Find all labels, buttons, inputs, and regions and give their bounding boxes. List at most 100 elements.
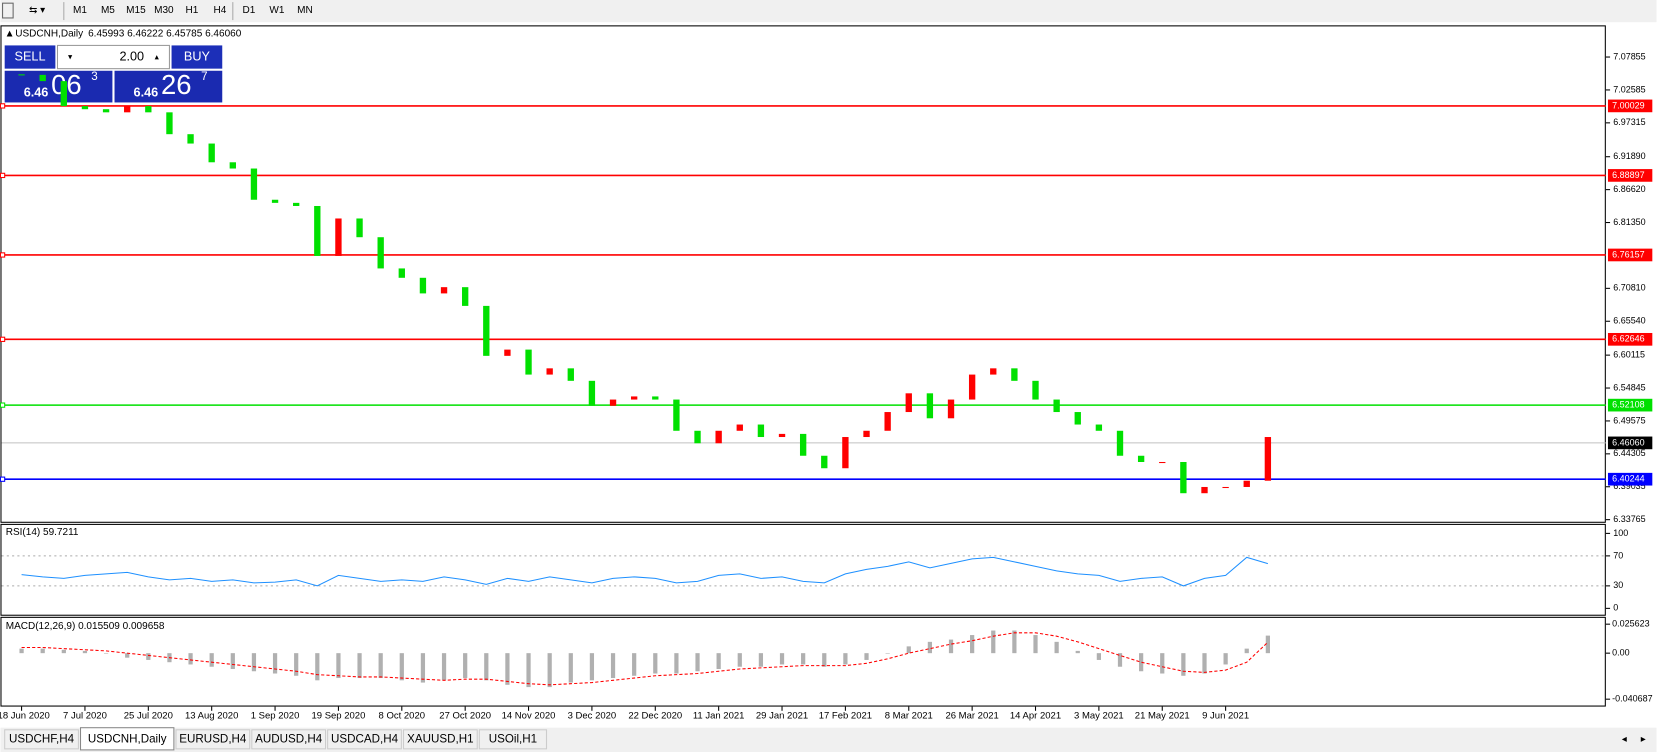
tool-icon[interactable]: ⇆ ▾: [29, 5, 45, 16]
macd-bar: [1139, 653, 1144, 672]
tab-label[interactable]: USOil,H1: [489, 732, 537, 745]
macd-bar: [40, 648, 45, 654]
tab[interactable]: [251, 729, 327, 750]
sell-label[interactable]: SELL: [15, 49, 46, 63]
ask-sup: 7: [201, 70, 207, 83]
tab[interactable]: [175, 729, 251, 750]
macd-bar: [420, 653, 426, 683]
macd-bar: [864, 653, 869, 660]
candle: [968, 374, 976, 400]
lot-input[interactable]: [56, 44, 170, 70]
level-marker: [0, 336, 6, 342]
tab-label[interactable]: USDCAD,H4: [331, 732, 399, 745]
macd-bar: [61, 649, 66, 654]
x-tick-label: 17 Feb 2021: [819, 711, 872, 722]
lot-value[interactable]: 2.00: [119, 49, 144, 63]
current-price-box: [1607, 436, 1653, 450]
sell-button[interactable]: [4, 45, 56, 69]
ask-big: 26: [161, 69, 192, 100]
timeframe-button[interactable]: H1: [185, 5, 198, 16]
macd-bar: [1160, 653, 1165, 674]
tab-label[interactable]: USDCHF,H4: [9, 732, 75, 745]
macd-bar: [209, 653, 214, 667]
candle: [81, 106, 89, 110]
timeframe-button[interactable]: M5: [101, 5, 115, 16]
tab-label[interactable]: AUDUSD,H4: [255, 732, 323, 745]
candle: [1053, 399, 1060, 413]
buy-button[interactable]: [171, 45, 223, 69]
candle: [736, 424, 743, 431]
level-label-box: [1607, 472, 1653, 486]
buy-label[interactable]: BUY: [184, 49, 211, 63]
lot-up[interactable]: ▴: [155, 51, 159, 61]
x-tick-label: 3 May 2021: [1074, 711, 1124, 722]
candle: [356, 218, 363, 238]
chart-quote: 6.45993 6.46222 6.45785 6.46060: [88, 28, 242, 39]
ask-box[interactable]: [114, 70, 223, 103]
timeframe-button[interactable]: M15: [126, 5, 146, 16]
y-tick-label: 6.86620: [1613, 184, 1645, 194]
candle: [504, 349, 511, 356]
macd-bar: [399, 653, 404, 681]
candle: [588, 380, 596, 406]
scroll-left[interactable]: ◂: [1622, 734, 1627, 745]
tab[interactable]: [327, 729, 402, 750]
timeframe-button[interactable]: M30: [154, 5, 174, 16]
timeframe-button[interactable]: M1: [73, 5, 87, 16]
bid-box[interactable]: [4, 70, 113, 103]
candle: [145, 106, 152, 113]
candle: [462, 287, 469, 306]
candle: [1201, 486, 1208, 494]
candle: [1032, 380, 1039, 400]
candle: [525, 349, 532, 375]
macd-bar: [843, 653, 848, 665]
tab[interactable]: [79, 727, 175, 751]
x-tick-label: 13 Aug 2020: [185, 711, 238, 722]
tab[interactable]: [402, 729, 478, 750]
candle: [567, 368, 574, 381]
x-tick-label: 29 Jan 2021: [756, 711, 808, 722]
tab-label[interactable]: EURUSD,H4: [179, 732, 247, 745]
tab[interactable]: [478, 729, 548, 750]
candle: [102, 109, 110, 113]
macd-frame: [0, 616, 1606, 707]
candle: [863, 430, 870, 438]
candle: [483, 305, 490, 356]
lot-down[interactable]: ▾: [68, 51, 72, 61]
candle: [630, 396, 638, 400]
main-frame: [0, 25, 1606, 523]
candle: [293, 202, 300, 206]
tool-icon[interactable]: [2, 2, 14, 19]
candle: [609, 399, 617, 406]
macd-bar: [1223, 653, 1228, 665]
timeframe-button[interactable]: H4: [213, 5, 226, 16]
candle: [673, 399, 680, 431]
macd-bar: [1202, 653, 1207, 674]
macd-bar: [610, 653, 616, 679]
candle: [1137, 455, 1145, 462]
macd-bar: [948, 639, 954, 654]
tab-label[interactable]: XAUUSD,H1: [407, 732, 473, 745]
timeframe-button[interactable]: D1: [243, 5, 256, 16]
x-tick-label: 22 Dec 2020: [628, 711, 682, 722]
chart-symbol: ▲: [5, 28, 15, 39]
x-tick-label: 21 May 2021: [1135, 711, 1190, 722]
candle: [842, 437, 849, 469]
level-label: 6.52108: [1612, 400, 1644, 410]
macd-bar: [1265, 635, 1270, 654]
level-marker: [0, 402, 6, 408]
chart-area: [0, 23, 1657, 708]
macd-bar: [463, 653, 468, 679]
tab-label[interactable]: USDCNH,Daily: [88, 732, 167, 745]
y-tick-label: 6.33765: [1613, 514, 1645, 524]
macd-bar: [357, 653, 362, 679]
timeframe-button[interactable]: MN: [297, 5, 313, 16]
candle: [884, 412, 891, 431]
macd-bar: [336, 653, 341, 679]
timeframe-button[interactable]: W1: [269, 5, 284, 16]
x-tick-label: 27 Oct 2020: [439, 711, 491, 722]
macd-bar: [589, 653, 595, 681]
tab[interactable]: [4, 729, 79, 750]
macd-bar: [1033, 635, 1038, 654]
scroll-right[interactable]: ▸: [1641, 734, 1646, 745]
